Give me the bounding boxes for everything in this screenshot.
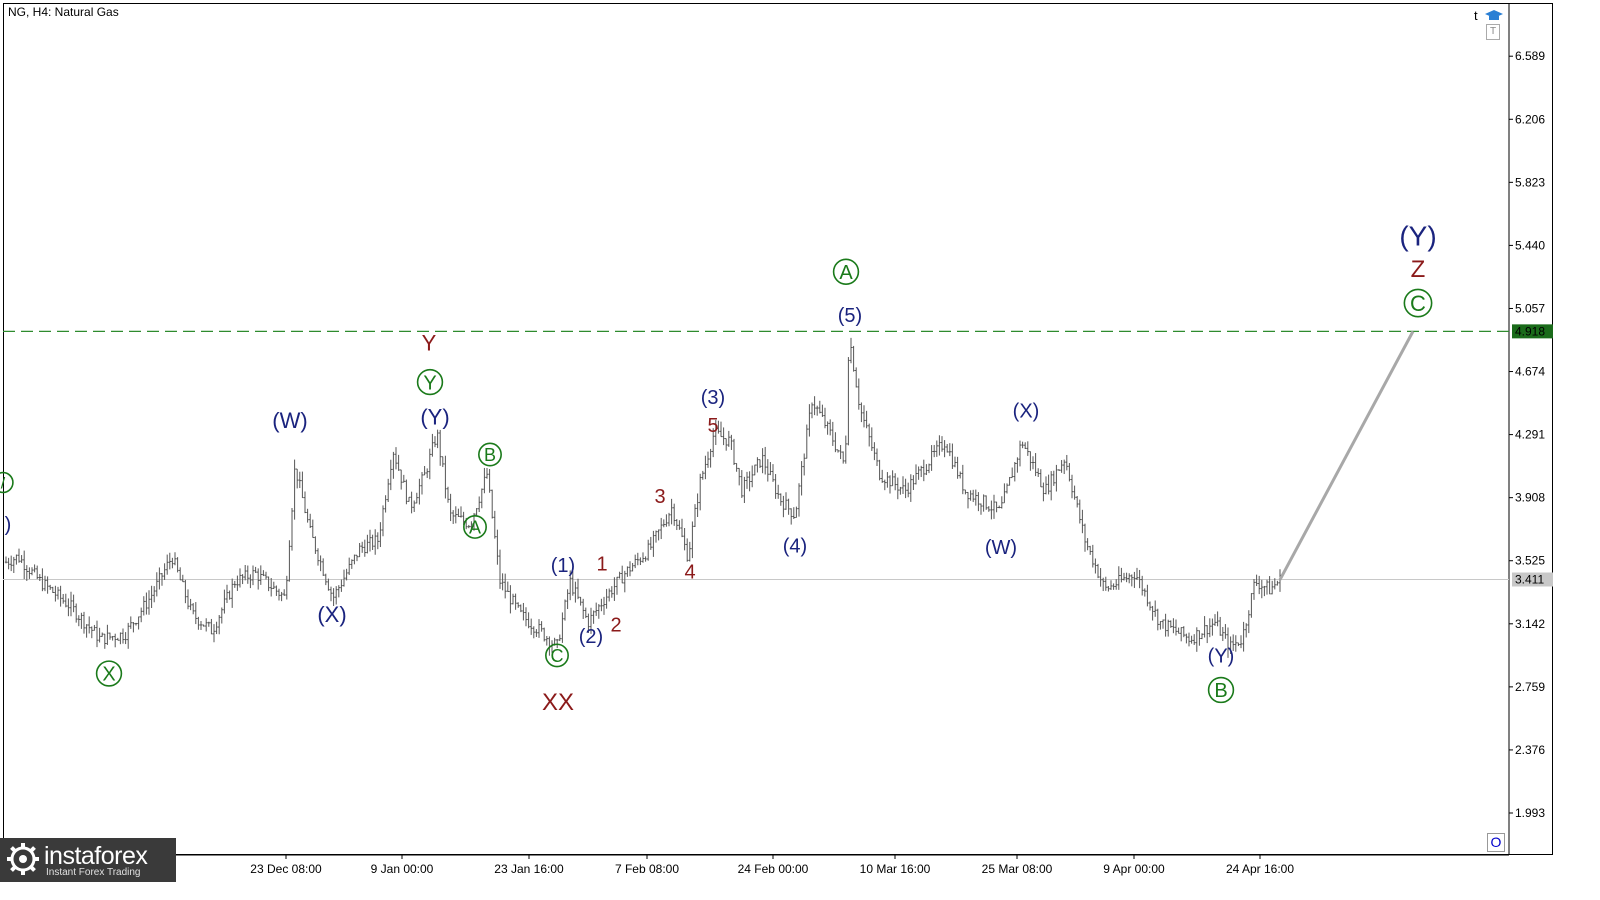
wave-label-circle (95, 660, 123, 687)
wave-label: 5 (707, 415, 718, 437)
y-tick-label: 3.142 (1515, 617, 1545, 631)
x-tick-label: 10 Mar 16:00 (860, 862, 931, 876)
wave-label: A (469, 517, 481, 537)
wave-label: Y (422, 330, 437, 355)
x-tick-label: 23 Dec 08:00 (250, 862, 322, 876)
x-tick-label: 9 Jan 00:00 (371, 862, 434, 876)
wave-label: C (1410, 291, 1426, 316)
gear-icon (7, 843, 39, 875)
wave-label: (2) (579, 626, 603, 648)
wave-label: / (1, 475, 6, 492)
wave-label: (Y) (420, 405, 449, 430)
wave-labels: /) X (W) (X) YY (Y) B A C XX (1) (2) 1 2 3 4 (3) 5 (4) A (5)… (0, 221, 1437, 716)
wave-label: X (102, 664, 115, 686)
document-icon[interactable]: T (1486, 24, 1500, 40)
wave-label: (Y) (1208, 646, 1235, 668)
chart-title: NG, H4: Natural Gas (8, 5, 119, 19)
y-tick-label: 4.291 (1515, 428, 1545, 442)
chart-frame (3, 3, 1553, 855)
price-axis: 6.589 6.206 5.823 5.440 5.057 4.674 4.291 3.908… (1509, 49, 1545, 820)
wave-label: (W) (272, 408, 307, 433)
wave-label: (5) (838, 305, 862, 327)
y-tick-label: 2.759 (1515, 680, 1545, 694)
y-tick-label: 5.823 (1515, 175, 1545, 189)
y-tick-label: 3.908 (1515, 491, 1545, 505)
y-tick-label: 2.376 (1515, 743, 1545, 757)
wave-label: A (839, 262, 853, 284)
logo-name: instaforex (44, 842, 148, 870)
wave-label: B (1214, 680, 1227, 702)
y-tick-label: 1.993 (1515, 806, 1545, 820)
y-tick-label: 4.674 (1515, 365, 1545, 379)
wave-label-circle (463, 515, 487, 539)
y-tick-label: 3.525 (1515, 554, 1545, 568)
wave-label: (Y) (1399, 221, 1436, 252)
wave-label-circle (478, 442, 502, 467)
one-click-trading-button[interactable]: O (1487, 833, 1505, 852)
wave-label-circle (1403, 288, 1433, 318)
x-tick-label: 9 Apr 00:00 (1103, 862, 1165, 876)
wave-label: 2 (610, 614, 621, 636)
trade-toggle-button[interactable]: t (1474, 8, 1478, 23)
wave-label: Y (423, 372, 436, 394)
projection-line (1278, 330, 1415, 581)
wave-label: 3 (654, 486, 665, 508)
wave-label: B (484, 445, 496, 465)
x-tick-label: 24 Apr 16:00 (1226, 862, 1294, 876)
wave-label-circle (1207, 676, 1235, 704)
wave-label: (3) (701, 387, 725, 409)
wave-label: ) (5, 514, 12, 536)
wave-label: C (551, 646, 564, 666)
x-tick-label: 25 Mar 08:00 (982, 862, 1053, 876)
x-tick-label: 23 Jan 16:00 (494, 862, 564, 876)
current-price-badge (1512, 572, 1553, 587)
logo: instaforex Instant Forex Trading (0, 838, 176, 882)
y-tick-label: 5.440 (1515, 238, 1545, 252)
projection-path (1278, 330, 1415, 581)
wave-label: (W) (985, 537, 1017, 559)
current-price-label: 3.411 (1515, 572, 1544, 586)
target-level-label: 4.918 (1515, 324, 1545, 338)
wave-label-circle (0, 471, 14, 494)
x-tick-label: 24 Feb 00:00 (738, 862, 809, 876)
logo-tagline: Instant Forex Trading (46, 867, 141, 878)
wave-label-circle (416, 368, 444, 396)
graduation-cap-icon[interactable] (1484, 8, 1504, 24)
wave-label: (4) (783, 535, 807, 557)
y-tick-label: 5.057 (1515, 301, 1545, 315)
wave-label: 1 (596, 553, 607, 575)
price-lines: 3.411 4.918 (3, 324, 1553, 587)
y-tick-label: 6.589 (1515, 49, 1545, 63)
wave-label: (X) (1013, 400, 1040, 422)
target-level-badge (1512, 324, 1553, 339)
y-tick-label: 6.206 (1515, 112, 1545, 126)
wave-label: (X) (317, 602, 346, 627)
wave-label-circle (832, 258, 860, 285)
wave-label: XX (542, 689, 574, 716)
ohlc-bars (4, 337, 1282, 658)
wave-label: Z (1411, 256, 1426, 283)
x-tick-label: 7 Feb 08:00 (615, 862, 679, 876)
wave-label-circle (545, 643, 569, 668)
wave-label: (1) (551, 555, 575, 577)
wave-label: 4 (684, 562, 695, 584)
